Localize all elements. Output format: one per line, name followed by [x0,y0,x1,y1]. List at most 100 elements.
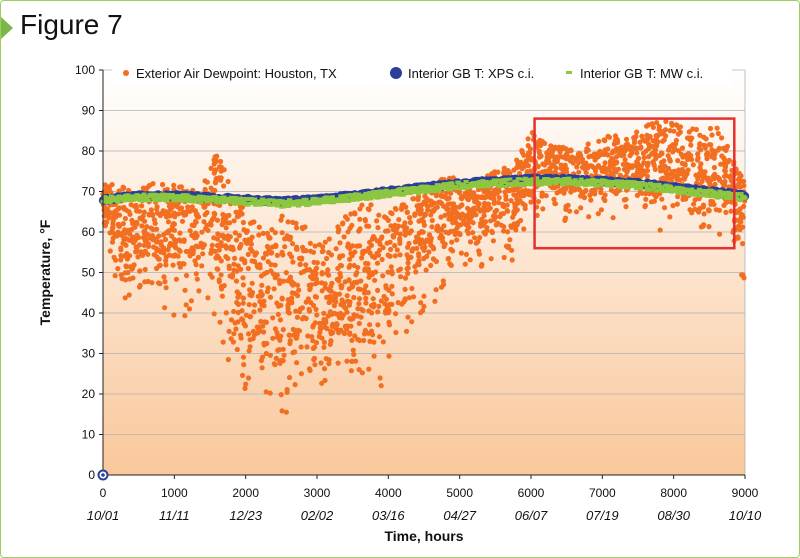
exterior-dewpoint-point [409,285,415,292]
exterior-dewpoint-point [359,255,365,261]
exterior-dewpoint-point [610,215,616,221]
exterior-dewpoint-point [402,296,408,302]
exterior-dewpoint-point [340,312,346,318]
exterior-dewpoint-point [500,211,506,217]
exterior-dewpoint-point [316,242,323,248]
exterior-dewpoint-point [675,194,681,200]
exterior-dewpoint-point [338,263,345,269]
exterior-dewpoint-point [171,253,177,259]
exterior-dewpoint-point [587,192,593,198]
mw-point [619,179,625,183]
mw-point [625,186,631,190]
exterior-dewpoint-point [540,206,546,212]
exterior-dewpoint-point [442,212,448,218]
exterior-dewpoint-point [592,157,598,163]
exterior-dewpoint-point [414,245,420,251]
x-tick-label: 1000 [161,486,188,500]
exterior-dewpoint-point [501,254,507,261]
mw-point [112,195,118,199]
exterior-dewpoint-point [470,230,476,236]
exterior-dewpoint-point [675,158,681,164]
exterior-dewpoint-point [133,244,139,250]
mw-point [455,180,461,184]
exterior-dewpoint-point [162,305,168,311]
exterior-dewpoint-point [107,248,113,254]
mw-point [581,179,587,183]
exterior-dewpoint-point [115,229,121,235]
exterior-dewpoint-point [290,350,296,356]
exterior-dewpoint-point [226,212,232,218]
exterior-dewpoint-point [329,323,335,329]
mw-point [242,201,248,205]
mw-point [329,195,335,199]
mw-point [530,177,536,181]
exterior-dewpoint-point [260,323,266,329]
exterior-dewpoint-point [212,248,218,254]
exterior-dewpoint-point [294,314,300,320]
exterior-dewpoint-point [684,135,691,141]
exterior-dewpoint-point [728,178,735,184]
exterior-dewpoint-point [218,272,224,278]
exterior-dewpoint-point [702,143,708,149]
exterior-dewpoint-point [585,141,591,147]
exterior-dewpoint-point [299,316,305,322]
mw-point [345,193,351,197]
exterior-dewpoint-point [481,229,487,236]
exterior-dewpoint-point [679,145,686,151]
exterior-dewpoint-point [372,254,378,261]
mw-point [151,197,157,201]
exterior-dewpoint-point [661,205,668,211]
mw-point [364,192,370,196]
exterior-dewpoint-point [716,145,722,151]
exterior-dewpoint-point [355,336,361,342]
exterior-dewpoint-point [278,333,284,339]
exterior-dewpoint-point [708,142,714,148]
exterior-dewpoint-point [101,207,107,213]
mw-point [271,198,277,202]
mw-point [643,184,649,188]
mw-point [527,180,533,184]
y-axis-title: Temperature, °F [37,219,53,325]
mw-point [534,176,540,180]
mw-point [141,192,147,196]
mw-point [214,201,220,205]
exterior-dewpoint-point [399,204,405,210]
mw-point [440,187,446,190]
exterior-dewpoint-point [285,306,291,312]
mw-point [107,201,113,204]
exterior-dewpoint-point [479,216,485,222]
exterior-dewpoint-point [658,128,664,134]
exterior-dewpoint-point [375,322,381,328]
exterior-dewpoint-point [524,169,530,175]
exterior-dewpoint-point [717,231,723,237]
exterior-dewpoint-point [426,249,432,255]
mw-point [725,190,731,194]
exterior-dewpoint-point [365,206,371,212]
exterior-dewpoint-point [259,365,265,371]
exterior-dewpoint-point [350,347,356,353]
exterior-dewpoint-point [193,234,199,240]
exterior-dewpoint-point [647,133,653,140]
mw-point [302,200,308,204]
exterior-dewpoint-point [704,156,710,162]
mw-point [161,193,167,197]
mw-point [664,183,670,187]
exterior-dewpoint-point [215,231,221,237]
exterior-dewpoint-point [251,309,257,315]
exterior-dewpoint-point [303,262,309,268]
exterior-dewpoint-point [706,224,712,230]
exterior-dewpoint-point [686,129,692,135]
exterior-dewpoint-point [699,170,706,176]
exterior-dewpoint-point [256,224,262,230]
exterior-dewpoint-point [476,201,482,207]
exterior-dewpoint-point [160,245,167,251]
exterior-dewpoint-point [526,188,532,194]
mw-point [164,198,170,202]
mw-point [586,178,592,182]
mw-point [299,202,305,206]
exterior-dewpoint-point [301,268,307,274]
exterior-dewpoint-point [599,168,605,174]
exterior-dewpoint-point [456,230,462,236]
exterior-dewpoint-point [241,321,247,327]
exterior-dewpoint-point [376,238,382,244]
